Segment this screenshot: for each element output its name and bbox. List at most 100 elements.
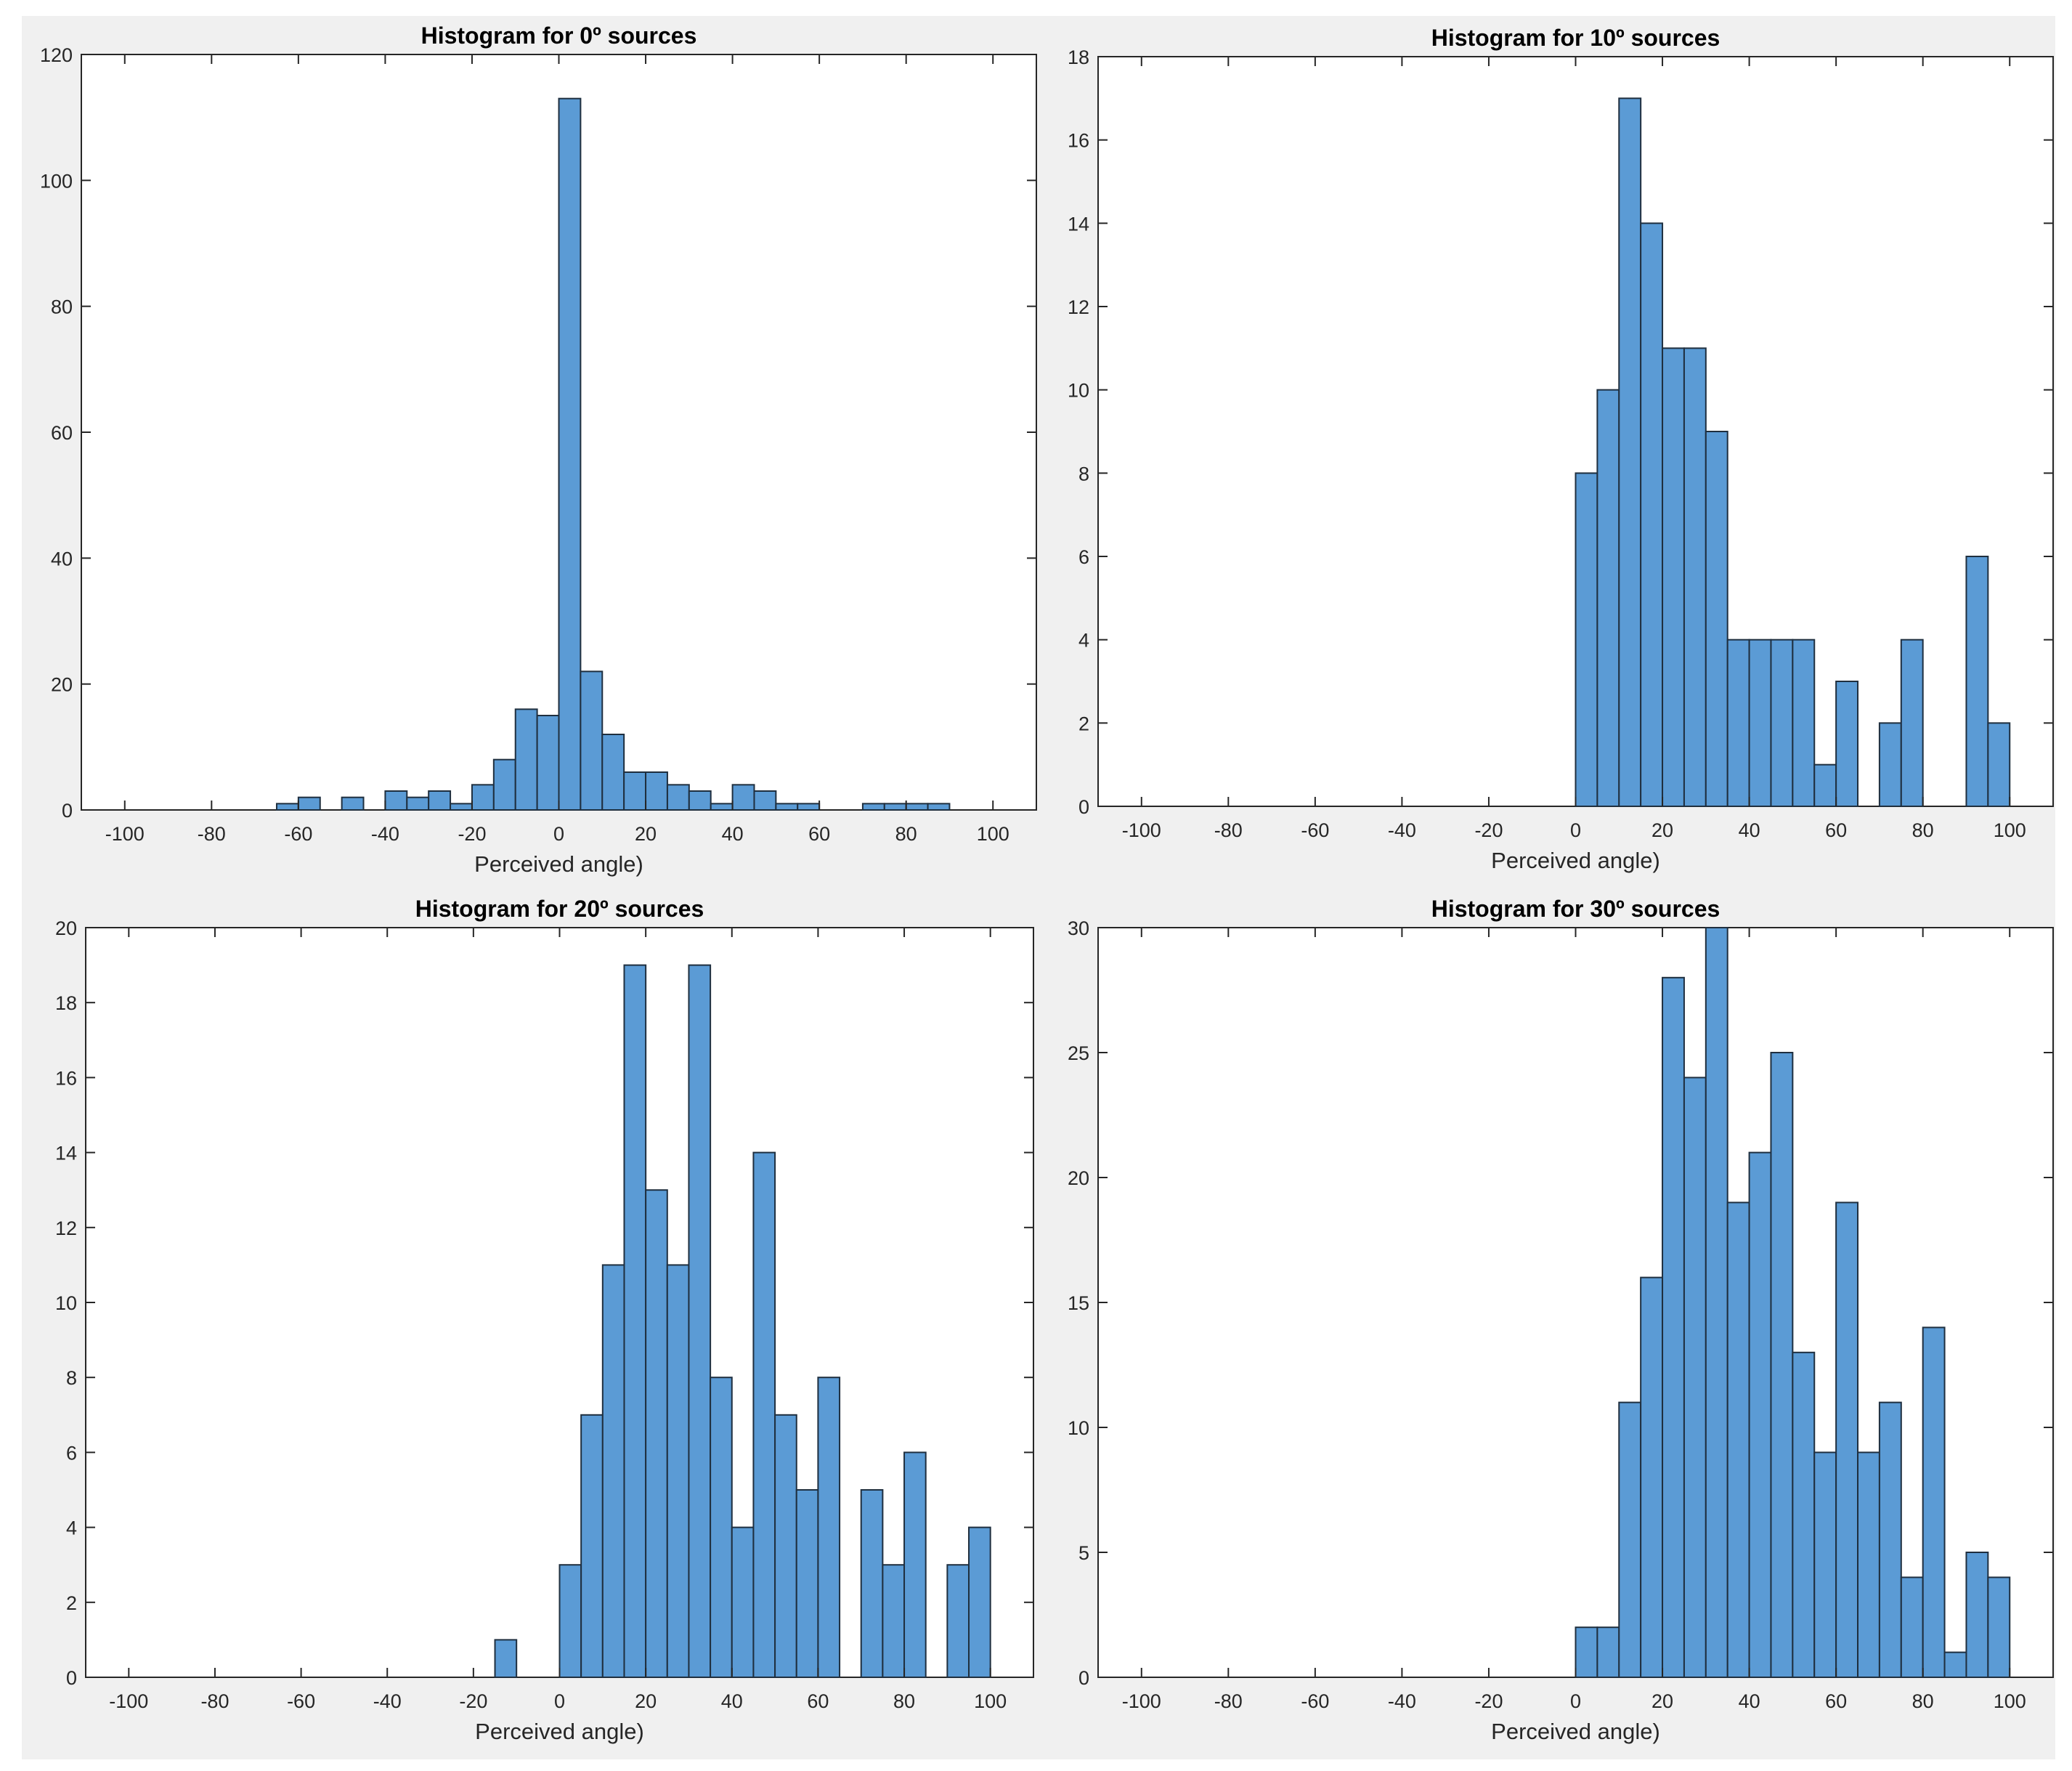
chart-title: Histogram for 10º sources <box>1431 25 1720 51</box>
histogram-bar <box>1705 927 1728 1678</box>
histogram-bar <box>927 803 951 811</box>
histogram-bar <box>406 796 430 811</box>
histogram-bar <box>1640 222 1664 808</box>
histogram-bar <box>797 803 821 811</box>
chart-20-deg-sources: -100 -80 -60 -40 -20 0 20 40 60 80 100 0 2 4 6 8 10 12 14 1… <box>55 896 1034 1744</box>
histogram-bar <box>968 1526 991 1679</box>
x-axis-label: Perceived angle) <box>474 851 643 877</box>
y-tick-label: 6 <box>1078 546 1089 568</box>
histogram-bar <box>1618 97 1642 808</box>
x-tick-label: -20 <box>1474 1690 1503 1712</box>
histogram-bar <box>774 1414 797 1679</box>
histogram-bar <box>1640 1276 1664 1678</box>
histogram-bar <box>580 1414 604 1679</box>
y-tick-label: 120 <box>40 44 73 66</box>
histogram-bar <box>471 784 495 811</box>
histogram-bar <box>1596 389 1620 807</box>
histogram-bar <box>1900 1576 1924 1678</box>
y-tick-label: 80 <box>51 296 73 318</box>
x-tick-label: -20 <box>1474 819 1503 841</box>
histogram-bar <box>1965 1552 1989 1678</box>
y-tick-label: 0 <box>66 1667 77 1689</box>
x-tick-label: 20 <box>1651 819 1673 841</box>
histogram-bar <box>1857 1451 1880 1679</box>
y-tick-label: 10 <box>1068 1417 1089 1439</box>
x-tick-label: 0 <box>554 1690 565 1712</box>
x-tick-label: 100 <box>974 1690 1007 1712</box>
histogram-bar <box>1813 763 1837 807</box>
y-tick-label: 18 <box>55 992 77 1014</box>
histogram-bar <box>1792 639 1816 808</box>
plot-area <box>1097 927 2054 1678</box>
histogram-bar <box>1596 1626 1620 1678</box>
histogram-bar <box>946 1564 970 1678</box>
y-tick-label: 20 <box>55 917 77 939</box>
y-tick-label: 10 <box>55 1292 77 1314</box>
histogram-bar <box>1575 1626 1598 1678</box>
histogram-bar <box>710 1377 733 1678</box>
y-tick-label: 4 <box>1078 630 1089 652</box>
histogram-bar <box>428 790 452 811</box>
histogram-bar <box>514 708 538 811</box>
x-tick-label: 0 <box>553 823 564 845</box>
x-tick-label: -60 <box>287 1690 315 1712</box>
histogram-bar <box>450 803 473 811</box>
y-tick-label: 14 <box>1068 213 1089 235</box>
histogram-bar <box>1922 1326 1946 1679</box>
y-tick-label: 8 <box>1078 463 1089 485</box>
y-tick-label: 60 <box>51 422 73 444</box>
histogram-bar <box>1770 1052 1794 1678</box>
y-tick-label: 8 <box>66 1367 77 1389</box>
histogram-bar <box>1987 722 2011 807</box>
x-tick-label: -80 <box>1214 819 1243 841</box>
histogram-bar <box>1813 1451 1837 1679</box>
histogram-bar <box>341 796 365 811</box>
x-tick-label: 0 <box>1570 819 1581 841</box>
histogram-bar <box>1726 1201 1750 1678</box>
y-tick-label: 6 <box>66 1442 77 1464</box>
histogram-bar <box>601 1264 625 1678</box>
y-tick-label: 30 <box>1068 917 1089 939</box>
y-tick-label: 12 <box>1068 296 1089 318</box>
x-tick-label: -100 <box>105 823 145 845</box>
y-tick-label: 15 <box>1068 1292 1089 1314</box>
x-tick-label: -80 <box>198 823 226 845</box>
x-tick-label: 40 <box>1739 1690 1760 1712</box>
x-tick-label: 100 <box>1994 1690 2026 1712</box>
y-tick-label: 20 <box>51 674 73 696</box>
x-tick-label: 80 <box>1912 819 1934 841</box>
histogram-bar <box>817 1377 841 1678</box>
y-tick-label: 2 <box>1078 713 1089 734</box>
histogram-bar <box>1835 1201 1859 1678</box>
histogram-bar <box>903 1451 927 1679</box>
histogram-bar <box>580 670 604 811</box>
histogram-bar <box>1618 1401 1642 1678</box>
chart-30-deg-sources: -100 -80 -60 -40 -20 0 20 40 60 80 100 0 5 10 15 20 25 30… <box>1068 896 2054 1744</box>
x-tick-label: 80 <box>1912 1690 1934 1712</box>
x-tick-label: -100 <box>109 1690 148 1712</box>
x-tick-label: 20 <box>635 823 657 845</box>
histogram-bar <box>688 790 712 811</box>
chart-title: Histogram for 30º sources <box>1431 896 1720 922</box>
histogram-bar <box>666 784 690 811</box>
x-axis-label: Perceived angle) <box>475 1719 644 1744</box>
x-tick-label: -40 <box>371 823 399 845</box>
histogram-bar <box>297 796 321 811</box>
histogram-bar <box>558 1564 582 1678</box>
histogram-bar <box>1726 639 1750 808</box>
y-tick-label: 0 <box>62 800 73 822</box>
histogram-bar <box>623 964 647 1678</box>
histogram-bar <box>1575 472 1598 807</box>
x-tick-label: 60 <box>1825 819 1847 841</box>
y-tick-label: 14 <box>55 1143 77 1164</box>
histogram-bar <box>1878 1401 1902 1678</box>
histogram-bar <box>1748 639 1772 808</box>
y-tick-label: 40 <box>51 548 73 570</box>
histogram-bar <box>536 715 560 811</box>
chart-10-deg-sources: -100 -80 -60 -40 -20 0 20 40 60 80 100 0 2 4 6 8 10 12 14 1… <box>1068 25 2054 873</box>
y-tick-label: 18 <box>1068 46 1089 68</box>
y-tick-label: 10 <box>1068 380 1089 402</box>
histogram-bar <box>275 803 299 811</box>
histogram-bar <box>1900 639 1924 808</box>
